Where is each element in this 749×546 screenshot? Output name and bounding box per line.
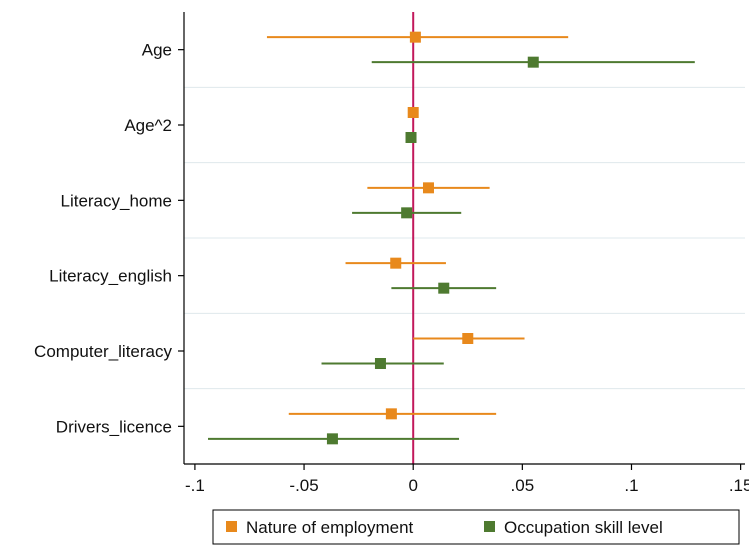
x-tick-label: .15 [729,476,749,495]
point-marker [407,107,419,118]
x-tick-label: -.1 [185,476,205,495]
point-marker [462,333,474,344]
point-marker [409,31,421,43]
point-marker [527,56,539,68]
point-marker [438,282,450,294]
x-tick-label: .1 [624,476,638,495]
y-tick-label: Drivers_licence [56,417,172,436]
legend: Nature of employment Occupation skill lev… [212,509,740,545]
point-marker [390,257,402,269]
series-1 [266,31,569,420]
x-tick-label: -.05 [289,476,318,495]
x-tick-label: .05 [511,476,535,495]
point-marker [401,207,413,219]
legend-label: Occupation skill level [504,518,663,537]
y-tick-label: Computer_literacy [34,342,172,361]
grid-lines [184,86,745,390]
legend-swatch [226,521,237,532]
legend-label: Nature of employment [246,518,414,537]
point-marker [422,182,434,194]
x-tick-label: 0 [408,476,417,495]
axes: Age Age^2 Literacy_home Literacy_english Com… [34,12,749,495]
point-marker [385,408,397,420]
point-marker [405,132,417,143]
y-tick-label: Age [142,41,172,60]
point-marker [326,433,338,445]
y-tick-label: Age^2 [124,116,172,135]
y-tick-label: Literacy_home [60,191,172,210]
point-marker [374,358,386,369]
legend-swatch [484,521,495,532]
series-group [208,31,695,445]
series-2 [208,56,695,445]
y-tick-label: Literacy_english [49,267,172,286]
legend-box [212,509,740,545]
